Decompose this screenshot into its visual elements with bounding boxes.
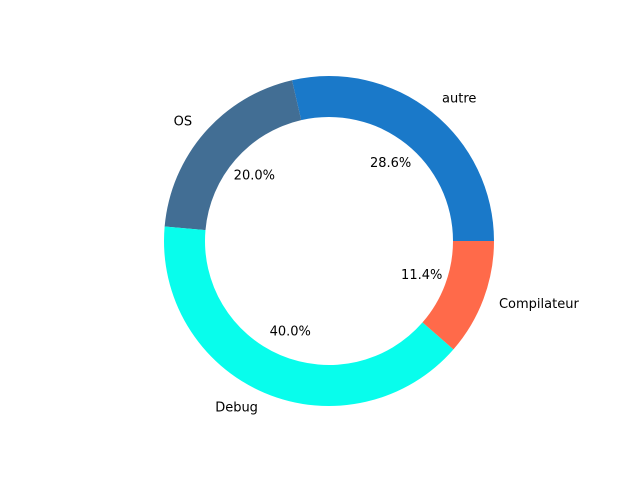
slice-percent-os: 20.0%: [234, 168, 275, 183]
slice-debug: [164, 226, 454, 406]
slice-os: [164, 80, 302, 231]
slice-percent-compilateur: 11.4%: [401, 268, 442, 283]
slice-percent-debug: 40.0%: [270, 325, 311, 340]
slice-percent-autre: 28.6%: [370, 156, 411, 171]
wedges: [164, 76, 494, 406]
slice-label-compilateur: Compilateur: [499, 297, 579, 312]
slice-compilateur: [422, 241, 494, 350]
slice-label-os: OS: [174, 114, 192, 129]
slice-label-debug: Debug: [215, 401, 258, 416]
labels: autre 28.6% OS 20.0% Debug 40.0% Compilateur 11…: [174, 91, 580, 415]
slice-autre: [291, 76, 494, 241]
slice-label-autre: autre: [442, 91, 476, 106]
